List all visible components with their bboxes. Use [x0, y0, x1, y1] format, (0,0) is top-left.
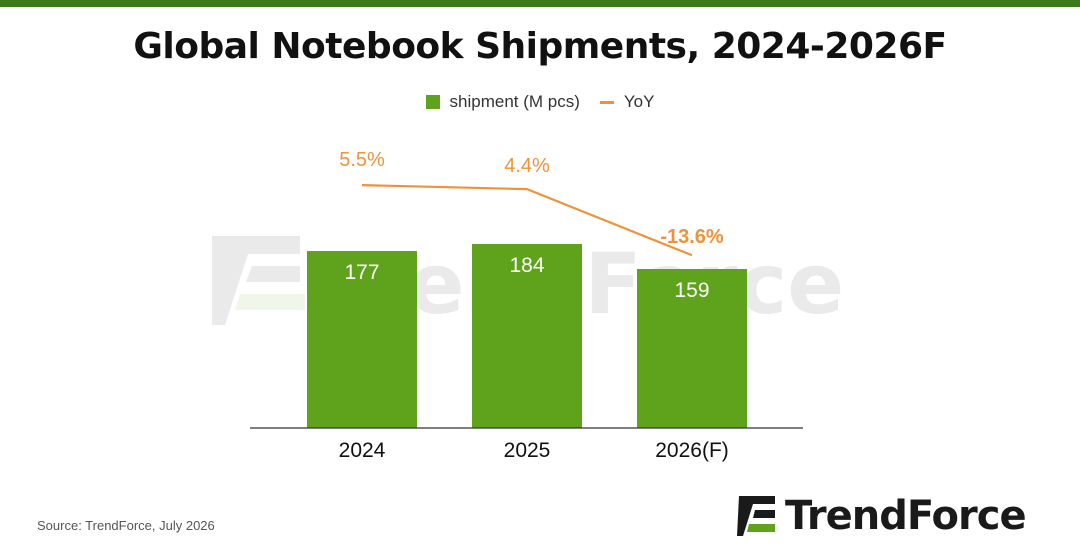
yoy-line	[361, 184, 693, 257]
chart-legend: shipment (M pcs) YoY	[0, 92, 1080, 112]
bar-2025	[472, 244, 582, 428]
brand-logo: TrendForce	[737, 493, 1027, 539]
legend-label-yoy: YoY	[623, 92, 655, 111]
legend-label-shipment: shipment (M pcs)	[449, 92, 580, 111]
bar-value-label-2025: 184	[509, 254, 544, 277]
legend-swatch-yoy	[599, 100, 614, 104]
x-tick-label-2025: 2025	[504, 439, 551, 462]
bar-2026(F)	[637, 269, 747, 428]
x-tick-label-2026(F): 2026(F)	[655, 439, 729, 462]
bar-2024	[307, 251, 417, 428]
yoy-data-label-2025: 4.4%	[504, 155, 550, 177]
bar-value-label-2024: 177	[344, 261, 379, 284]
yoy-data-label-2026(F): -13.6%	[660, 226, 724, 248]
bar-value-label-2026(F): 159	[674, 279, 709, 302]
legend-item-yoy: YoY	[599, 92, 655, 112]
x-tick-label-2024: 2024	[339, 439, 386, 462]
legend-swatch-shipment	[425, 95, 440, 109]
chart-title: Global Notebook Shipments, 2024-2026F	[133, 26, 947, 67]
brand-name: TrendForce	[785, 493, 1027, 539]
yoy-data-label-2024: 5.5%	[339, 149, 385, 171]
source-note: Source: TrendForce, July 2026	[37, 518, 215, 533]
legend-item-shipment: shipment (M pcs)	[425, 92, 580, 112]
top-accent-bar	[0, 0, 1080, 7]
trendforce-logo-icon	[737, 496, 775, 536]
